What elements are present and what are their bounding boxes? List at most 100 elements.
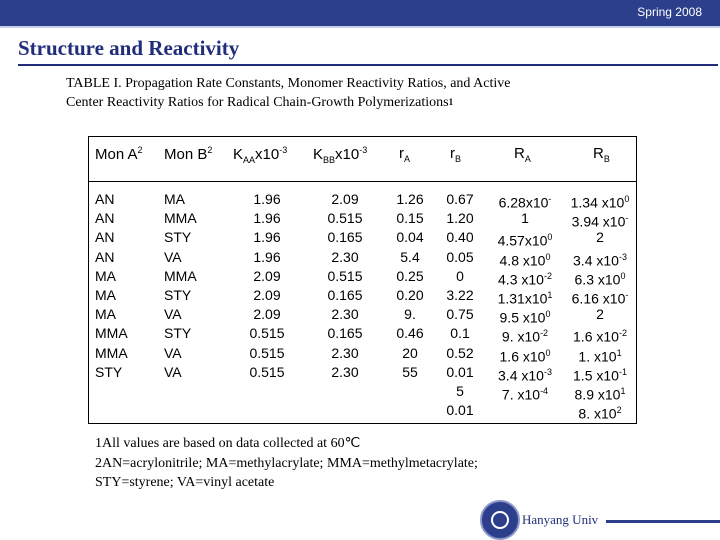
- col-kbb-cell: 0.165: [327, 229, 363, 246]
- col-kbb-cell: 0.515: [327, 210, 363, 227]
- col-kbb-cell: 0.165: [327, 286, 363, 303]
- col-rb-cell: 0.1: [450, 325, 470, 342]
- col-RB-cell: 8. x102: [578, 405, 622, 422]
- col-kaa-cell: 1.96: [253, 229, 281, 246]
- footnote-2: 2AN=acrylonitrile; MA=methylacrylate; MM…: [95, 455, 478, 471]
- col-mon-a-cell: AN: [95, 210, 115, 227]
- col-mon-b-cell: MMA: [164, 267, 197, 284]
- col-mon-b-cell: VA: [164, 363, 182, 380]
- col-RB-cell: 2: [596, 306, 604, 323]
- col-RB-cell: 1.6 x10-2: [573, 328, 627, 345]
- col-kaa-cell: 0.515: [249, 325, 285, 342]
- col-RA-cell: 9.5 x100: [499, 309, 551, 326]
- header-kbb: KBBx10-3: [313, 145, 368, 165]
- col-rb-cell: 0.40: [446, 229, 474, 246]
- col-kbb-cell: 0.515: [327, 267, 363, 284]
- header-ra: rA: [399, 145, 411, 164]
- col-mon-a-cell: MMA: [95, 325, 128, 342]
- col-ra: 1.26 0.15 0.04 5.4 0.25 0.20 9. 0.46 20 55: [389, 190, 431, 382]
- col-kaa: 1.96 1.96 1.96 1.96 2.09 2.09 2.09 0.515 0.515 0.…: [239, 190, 295, 382]
- col-rb-cell: 0.75: [446, 306, 474, 323]
- caption-line-1: TABLE I. Propagation Rate Constants, Mon…: [66, 76, 511, 91]
- col-kbb-cell: 2.30: [331, 344, 359, 361]
- col-rb-cell: 0.52: [446, 344, 474, 361]
- col-ra-cell: 9.: [404, 306, 416, 323]
- col-kaa-cell: 0.515: [249, 363, 285, 380]
- col-rb-cell: 5: [456, 382, 464, 399]
- col-RB-cell: 3.94 x10-: [571, 213, 629, 230]
- col-rb-cell: 0.01: [446, 363, 474, 380]
- col-RB-cell: 2: [596, 229, 604, 246]
- col-mon-a-cell: MMA: [95, 344, 128, 361]
- header-mon-b: Mon B2: [164, 145, 213, 163]
- caption-line-2: Center Reactivity Ratios for Radical Cha…: [66, 95, 454, 110]
- col-mon-b-cell: VA: [164, 248, 182, 265]
- col-ra-cell: 0.46: [396, 325, 424, 342]
- col-RA-cell: 3.4 x10-3: [498, 366, 552, 384]
- col-mon-b-cell: STY: [164, 286, 192, 303]
- col-ra-cell: 20: [402, 344, 418, 361]
- col-mon-a-cell: AN: [95, 191, 115, 207]
- col-mon-a-cell: STY: [95, 363, 123, 380]
- col-mon-b-cell: VA: [164, 344, 182, 361]
- col-kaa-cell: 2.09: [253, 286, 281, 303]
- col-RA-cell: 1.6 x100: [499, 347, 551, 365]
- col-mon-a-cell: MA: [95, 306, 116, 323]
- col-ra-cell: 55: [402, 363, 418, 380]
- university-name: Hanyang Univ: [522, 512, 599, 527]
- footnotes: 1All values are based on data collected …: [95, 434, 478, 493]
- col-rb-cell: 0.67: [446, 191, 474, 207]
- col-ra-cell: 0.25: [396, 267, 424, 284]
- slide-title: Structure and Reactivity: [18, 36, 240, 60]
- col-rb-cell: 1.20: [446, 210, 474, 227]
- col-RA-cell: 1.31x101: [497, 289, 553, 307]
- footer-bar: [606, 520, 720, 523]
- col-RA-cell: 4.3 x10-2: [498, 270, 552, 288]
- col-ra-cell: 1.26: [396, 191, 424, 207]
- col-mon-b-cell: STY: [164, 325, 192, 342]
- reactivity-table: Mon A2 Mon B2 KAAx10-3 KBBx10-3 rA rB RA…: [88, 136, 637, 424]
- col-RA: 6.28x10- 1 4.57x100 4.8 x100 4.3 x10-2 1.31x1…: [485, 190, 565, 403]
- col-RB-cell: 3.4 x10-3: [573, 251, 627, 269]
- col-rb-cell: 0: [456, 267, 464, 284]
- col-RB-cell: 6.3 x100: [574, 270, 626, 288]
- col-kbb-cell: 2.30: [331, 363, 359, 380]
- header-bar: Spring 2008: [0, 0, 720, 28]
- col-rb-cell: 3.22: [446, 286, 474, 303]
- col-RA-cell: 1: [521, 210, 529, 227]
- footnote-1: 1All values are based on data collected …: [95, 436, 361, 451]
- col-mon-a-cell: AN: [95, 248, 115, 265]
- col-kbb-cell: 2.09: [331, 191, 359, 207]
- col-RB-cell: 1.34 x100: [570, 194, 630, 211]
- col-RA-cell: 4.8 x100: [499, 251, 551, 269]
- col-ra-cell: 5.4: [400, 248, 420, 265]
- col-mon-b-cell: MMA: [164, 210, 197, 227]
- col-mon-b-cell: STY: [164, 229, 192, 246]
- col-kaa-cell: 0.515: [249, 344, 285, 361]
- col-rb-cell: 0.05: [446, 248, 474, 265]
- col-kaa-cell: 1.96: [253, 191, 281, 207]
- col-kaa-cell: 2.09: [253, 306, 281, 323]
- col-rb: 0.67 1.20 0.40 0.05 0 3.22 0.75 0.1 0.52 0.01 5 0.0…: [439, 190, 481, 420]
- table-caption: TABLE I. Propagation Rate Constants, Mon…: [66, 74, 666, 112]
- col-ra-cell: 0.20: [396, 286, 424, 303]
- header-divider: [89, 181, 636, 182]
- col-RA-cell: 6.28x10-: [498, 194, 552, 211]
- header-RA: RA: [514, 145, 531, 164]
- col-mon-a: AN AN AN AN MA MA MA MMA MMA STY: [95, 190, 128, 382]
- header-kaa: KAAx10-3: [233, 145, 288, 165]
- col-RA-cell: 9. x10-2: [501, 328, 549, 345]
- col-kaa-cell: 1.96: [253, 210, 281, 227]
- col-RA-cell: 4.57x100: [497, 232, 553, 250]
- header-RB: RB: [593, 145, 610, 164]
- col-ra-cell: 0.04: [396, 229, 424, 246]
- col-RB-cell: 6.16 x10-: [571, 289, 629, 307]
- university-logo: [480, 500, 520, 540]
- col-mon-b: MA MMA STY VA MMA STY VA STY VA VA: [164, 190, 197, 382]
- col-kbb-cell: 2.30: [331, 248, 359, 265]
- footnote-3: STY=styrene; VA=vinyl acetate: [95, 475, 275, 490]
- col-mon-a-cell: MA: [95, 267, 116, 284]
- season-label: Spring 2008: [637, 5, 702, 19]
- col-RB: 1.34 x100 3.94 x10- 2 3.4 x10-3 6.3 x100 6.16…: [565, 190, 635, 422]
- col-mon-a-cell: AN: [95, 229, 115, 246]
